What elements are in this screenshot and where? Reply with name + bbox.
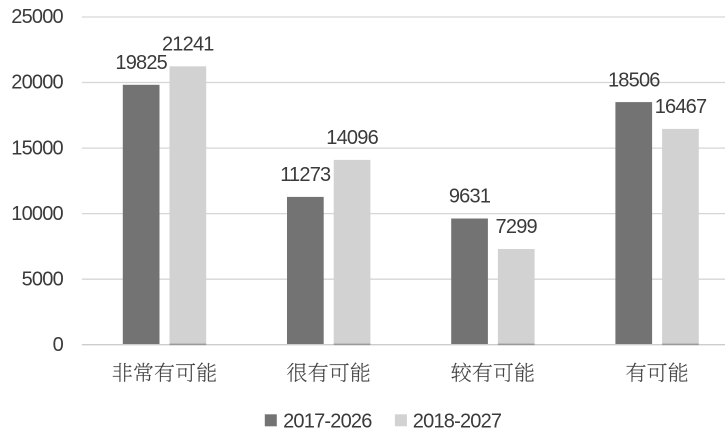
svg-text:21241: 21241 xyxy=(162,34,214,56)
svg-text:9631: 9631 xyxy=(449,186,491,208)
svg-text:25000: 25000 xyxy=(11,6,63,28)
svg-text:2018-2027: 2018-2027 xyxy=(413,411,502,433)
svg-text:11273: 11273 xyxy=(280,164,331,186)
svg-text:10000: 10000 xyxy=(11,203,63,225)
svg-text:19825: 19825 xyxy=(115,52,167,74)
svg-text:2017-2026: 2017-2026 xyxy=(283,411,372,433)
svg-text:20000: 20000 xyxy=(11,72,63,94)
svg-text:14096: 14096 xyxy=(326,127,378,149)
svg-text:16467: 16467 xyxy=(655,96,707,118)
svg-text:15000: 15000 xyxy=(11,137,63,159)
svg-text:18506: 18506 xyxy=(608,69,660,91)
svg-text:5000: 5000 xyxy=(22,268,64,290)
svg-text:0: 0 xyxy=(53,334,64,356)
svg-text:7299: 7299 xyxy=(496,216,538,238)
